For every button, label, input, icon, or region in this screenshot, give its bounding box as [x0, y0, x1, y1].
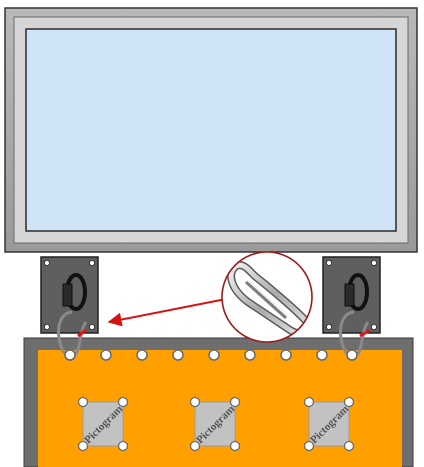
bracket-screw — [44, 323, 51, 330]
eyelet-icon — [229, 440, 241, 452]
hook-right — [339, 310, 371, 361]
bracket-screw — [325, 323, 332, 330]
bracket-screw — [44, 259, 51, 266]
mounting-bracket-right — [322, 256, 381, 334]
mounting-bracket-left — [40, 256, 99, 334]
bracket-clip — [62, 283, 73, 307]
eyelet-icon — [280, 349, 292, 361]
bracket-screw — [325, 259, 332, 266]
hook-accent — [77, 328, 87, 338]
bracket-screw — [370, 259, 377, 266]
display-screen — [4, 7, 418, 253]
pictogram-group: Pictogram Pictogram Pictogram — [77, 396, 355, 452]
eyelet-icon — [100, 349, 112, 361]
eyelet-icon — [77, 440, 89, 452]
pictogram-plate — [194, 401, 236, 447]
eyelet-icon — [136, 349, 148, 361]
pictogram-panel: Pictogram — [303, 396, 355, 452]
bracket-screw — [370, 323, 377, 330]
eyelet-icon — [117, 396, 129, 408]
bracket-screw — [89, 259, 96, 266]
eyelet-icon — [343, 440, 355, 452]
eyelet-icon — [77, 396, 89, 408]
eyelet-icon — [189, 440, 201, 452]
eyelet-icon — [117, 440, 129, 452]
hook-accent — [359, 328, 371, 338]
hook-left — [57, 310, 88, 361]
eyelet-icon — [172, 349, 184, 361]
carabiner-callout — [221, 251, 313, 343]
eyelet-icon — [303, 440, 315, 452]
pictogram-panel: Pictogram — [189, 396, 241, 452]
eyelet-icon — [343, 396, 355, 408]
eyelet-icon — [208, 349, 220, 361]
pictogram-plate — [308, 401, 350, 447]
pictogram-plate — [82, 401, 124, 447]
eyelet-icon — [346, 349, 358, 361]
pictogram-panel: Pictogram — [77, 396, 129, 452]
eyelet-icon — [316, 349, 328, 361]
callout-ring — [221, 251, 313, 343]
eyelet-icon — [303, 396, 315, 408]
eyelet-icon — [244, 349, 256, 361]
banner: Pictogram Pictogram Pictogram — [23, 337, 414, 467]
bracket-screw — [89, 323, 96, 330]
eyelet-icon — [189, 396, 201, 408]
eyelet-icon — [229, 396, 241, 408]
pointer-arrow — [107, 298, 227, 327]
eyelet-icon — [64, 349, 76, 361]
screen-panel — [25, 28, 397, 232]
bracket-clip — [344, 283, 355, 307]
